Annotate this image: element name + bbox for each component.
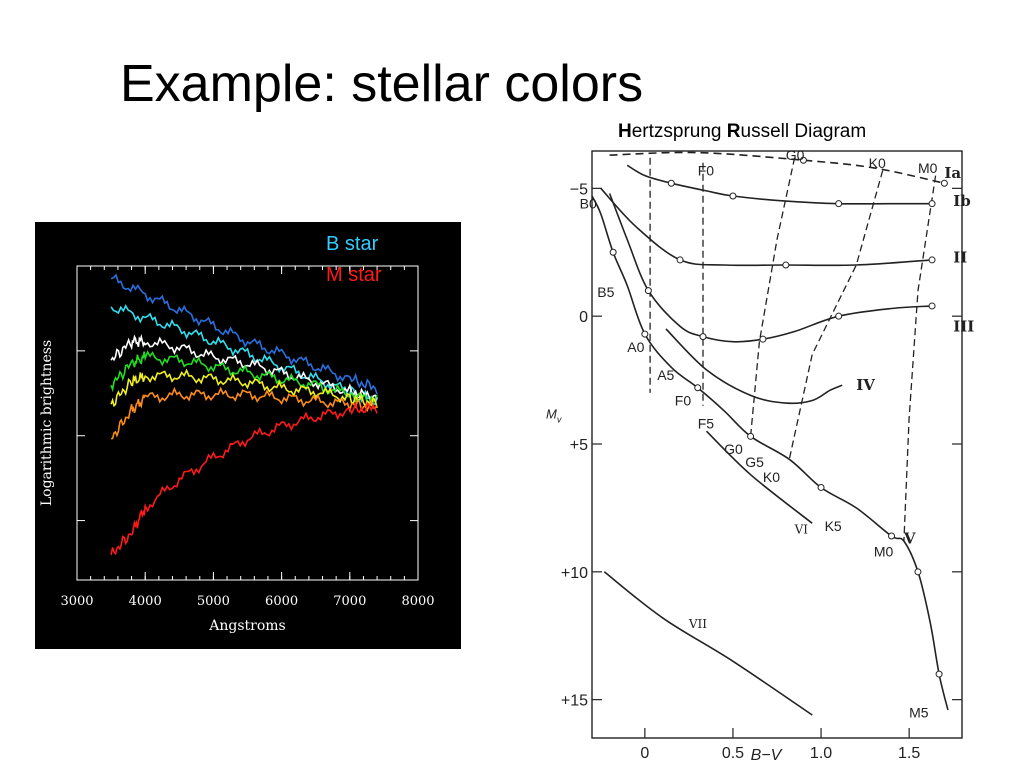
luminosity-class-label: II [953, 248, 967, 266]
luminosity-class-curve [609, 151, 945, 184]
spectral-type-label: F5 [698, 416, 715, 432]
legend-label: M star [326, 264, 382, 286]
spectra-chart: 3000 4000 5000 6000 7000 8000 Angstroms Logarit… [39, 233, 435, 634]
hr-title-rest2: ussell Diagram [740, 121, 867, 142]
hr-title-h: H [618, 121, 632, 142]
luminosity-class-curve [705, 430, 813, 524]
spectral-type-label: M0 [918, 160, 938, 176]
data-point-marker [940, 179, 948, 187]
x-tick-label: 5000 [197, 594, 230, 609]
luminosity-class-label: III [953, 317, 974, 335]
spectrum-line [110, 350, 378, 406]
data-point-marker [782, 261, 790, 269]
data-point-marker [835, 200, 843, 208]
luminosity-class-label: Ia [944, 164, 961, 182]
spectral-type-label: B5 [597, 284, 614, 300]
data-point-marker [835, 312, 843, 320]
luminosity-class-label: Ib [953, 192, 971, 210]
x-tick-label: 1.5 [898, 745, 920, 762]
spectrum-line [110, 386, 378, 440]
data-point-marker [935, 670, 943, 678]
x-axis-label: Angstroms [208, 618, 285, 634]
spectral-type-label: K0 [763, 469, 780, 485]
y-tick-label: +5 [570, 437, 588, 454]
data-point-marker [747, 432, 755, 440]
luminosity-class-label: VII [688, 617, 707, 631]
spectrum-line [110, 333, 378, 406]
hr-diagram-title: Hertzsprung Russell Diagram [618, 121, 866, 143]
y-tick-label: +15 [561, 693, 588, 710]
x-tick-label: 6000 [265, 594, 298, 609]
data-point-marker [928, 302, 936, 310]
y-axis-label: Logarithmic brightness [39, 340, 55, 506]
data-point-marker [729, 192, 737, 200]
luminosity-class-label: VI [794, 522, 809, 536]
spectral-type-label: K5 [825, 518, 842, 534]
luminosity-class-curve [665, 328, 843, 405]
spectral-type-line [788, 170, 884, 460]
spectrum-line [110, 401, 378, 556]
data-point-marker [699, 333, 707, 341]
spectral-type-label: K0 [869, 155, 886, 171]
luminosity-class-curve [608, 193, 933, 343]
x-tick-label: 0 [640, 745, 649, 762]
x-tick-label: 1.0 [810, 745, 832, 762]
luminosity-class-curve [600, 187, 933, 267]
hr-title-r: R [726, 121, 741, 142]
data-point-marker [799, 156, 807, 164]
data-point-marker [888, 532, 896, 540]
spectral-type-label: M0 [874, 543, 894, 559]
spectral-type-label: A0 [627, 339, 644, 355]
spectral-type-line [749, 157, 796, 437]
spectral-type-label: F0 [675, 393, 692, 409]
hr-title-rest1: ertzsprung [631, 121, 727, 142]
x-tick-label: 4000 [129, 594, 162, 609]
data-point-marker [667, 179, 675, 187]
data-point-marker [641, 330, 649, 338]
x-tick-label: 7000 [333, 594, 366, 609]
slide-title: Example: stellar colors [120, 55, 644, 113]
spectrum-line [110, 273, 378, 395]
x-axis-label: B−V [751, 747, 783, 764]
x-tick-label: 3000 [60, 594, 93, 609]
spectral-type-label: A5 [657, 367, 674, 383]
x-tick-label: 0.5 [722, 745, 744, 762]
x-tick-label: 8000 [401, 594, 434, 609]
luminosity-class-label: V [903, 530, 916, 548]
y-tick-label: +10 [561, 565, 588, 582]
spectral-type-label: F0 [698, 162, 715, 178]
data-point-marker [759, 335, 767, 343]
data-point-marker [817, 483, 825, 491]
y-tick-label: 0 [579, 309, 588, 326]
luminosity-class-label: IV [856, 376, 875, 394]
luminosity-class-curve [591, 195, 949, 711]
luminosity-class-curve [603, 571, 813, 716]
data-point-marker [914, 568, 922, 576]
spectral-type-line [903, 175, 937, 542]
plot-frame [76, 265, 419, 581]
data-point-marker [928, 200, 936, 208]
spectral-type-label: G0 [724, 441, 743, 457]
y-tick-label: −5 [570, 181, 588, 198]
data-point-marker [609, 248, 617, 256]
spectrum-line [110, 304, 378, 406]
spectrum-line [110, 368, 378, 409]
spectral-type-label: G5 [745, 454, 764, 470]
spectra-panel: 3000 4000 5000 6000 7000 8000 Angstroms Logarit… [35, 222, 461, 649]
data-point-marker [928, 256, 936, 264]
spectral-type-label: M5 [909, 704, 929, 720]
data-point-marker [694, 384, 702, 392]
data-point-marker [676, 256, 684, 264]
legend-label: B star [326, 233, 379, 255]
hr-diagram-chart: −50+5+10+150 0.5 1.0 1.5B−VMvIaIbIIIIIIVVVI… [546, 150, 974, 764]
y-axis-label: Mv [546, 406, 562, 424]
data-point-marker [644, 287, 652, 295]
spectral-type-label: B0 [580, 196, 597, 212]
spectral-type-label: G0 [786, 150, 805, 163]
